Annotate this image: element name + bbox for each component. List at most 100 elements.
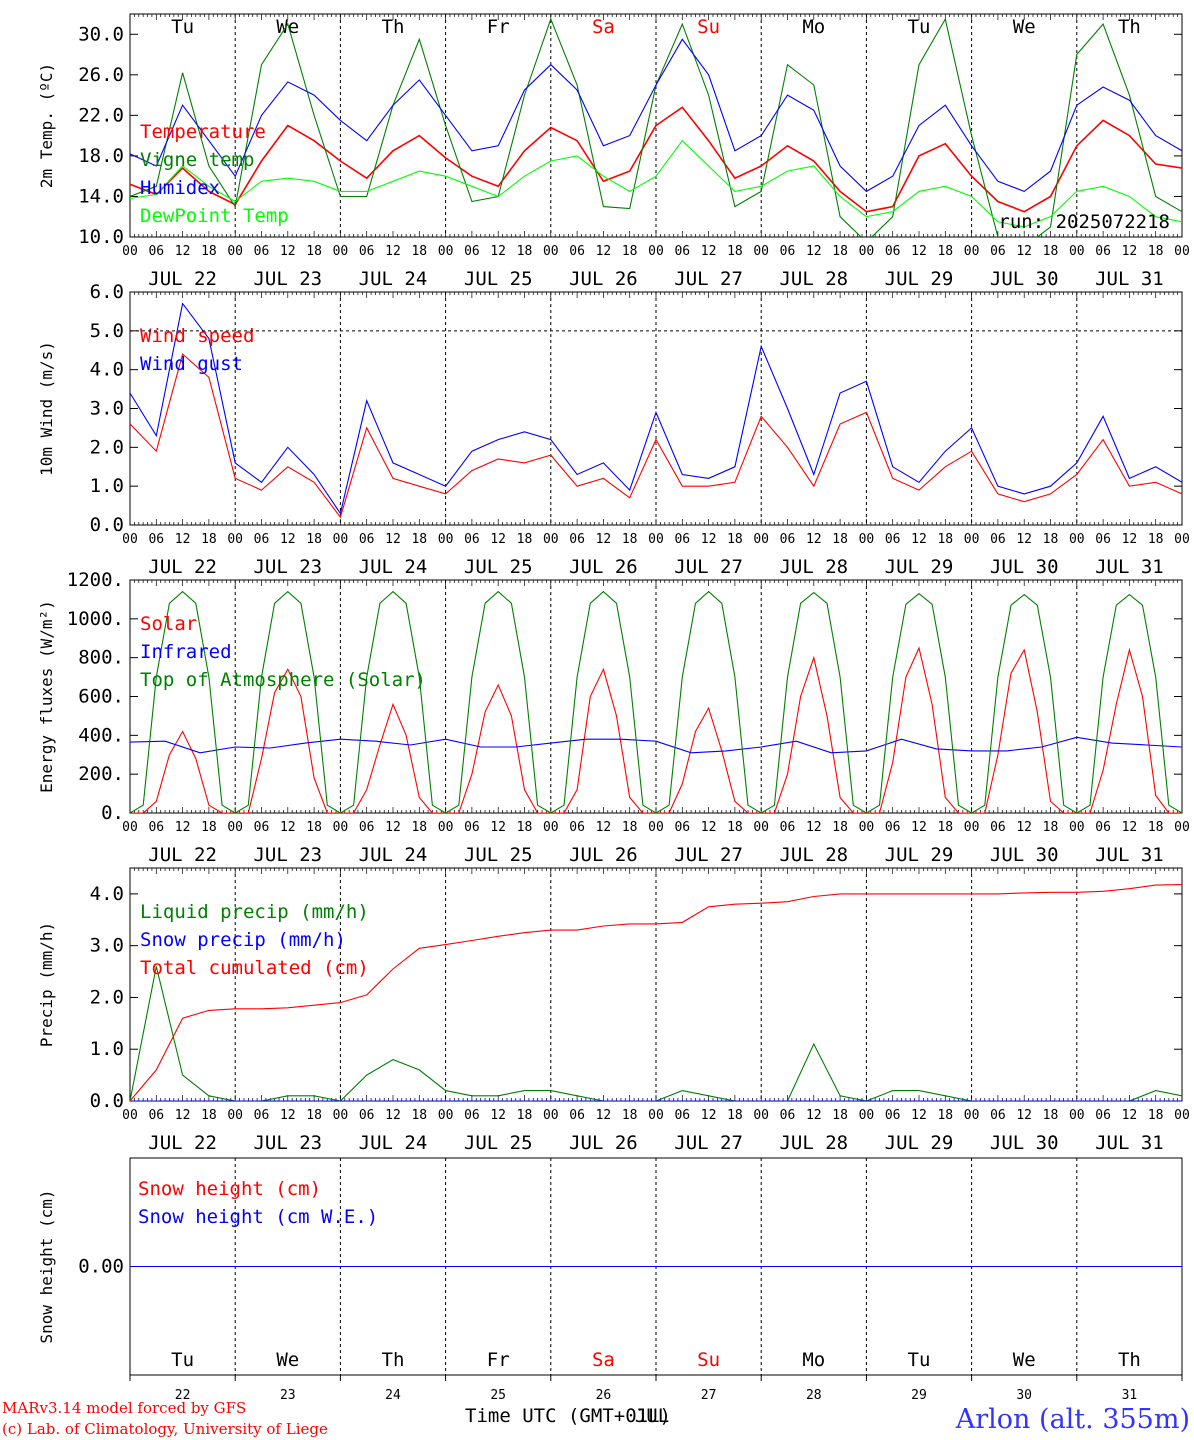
x-hour-tick-label: 00 [543, 244, 559, 259]
x-hour-tick-label: 00 [333, 532, 349, 547]
series-line [130, 966, 1182, 1101]
x-hour-tick-label: 12 [280, 1108, 296, 1123]
series-group [130, 302, 1182, 519]
x-date-label: JUL 27 [674, 268, 743, 290]
x-hour-tick-label: 06 [254, 820, 270, 835]
series-line [130, 106, 1182, 213]
y-axis-label: 2m Temp. (ºC) [37, 63, 56, 188]
series-line [130, 884, 1182, 1101]
series-line [130, 353, 1182, 519]
x-day-number: 31 [1122, 1388, 1138, 1403]
x-hour-tick-label: 06 [569, 820, 585, 835]
x-date-label: JUL 29 [885, 844, 954, 866]
x-hour-tick-label: 12 [280, 532, 296, 547]
x-hour-tick-label: 06 [1095, 820, 1111, 835]
x-hour-tick-label: 18 [1148, 532, 1164, 547]
x-hour-tick-label: 06 [148, 820, 164, 835]
x-hour-tick-label: 12 [1122, 244, 1138, 259]
x-hour-tick-label: 00 [122, 532, 138, 547]
x-date-label: JUL 23 [253, 1132, 322, 1154]
y-tick-label: 1.0 [90, 475, 124, 497]
x-hour-tick-label: 00 [859, 244, 875, 259]
x-hour-tick-label: 00 [964, 820, 980, 835]
weekday-label: Fr [487, 1349, 510, 1371]
x-hour-tick-label: 18 [727, 820, 743, 835]
legend-entry: Wind gust [140, 353, 243, 375]
x-hour-tick-label: 06 [359, 532, 375, 547]
x-hour-tick-label: 18 [1148, 820, 1164, 835]
x-date-label: JUL 26 [569, 556, 638, 578]
y-axis-label: 10m Wind (m/s) [37, 341, 56, 476]
x-hour-tick-label: 12 [806, 1108, 822, 1123]
x-hour-tick-label: 00 [543, 820, 559, 835]
x-hour-tick-label: 00 [648, 244, 664, 259]
run-annotation: run: 2025072218 [998, 211, 1170, 233]
legend-entry: Humidex [140, 177, 220, 199]
x-hour-tick-label: 00 [333, 820, 349, 835]
y-tick-label: 800. [78, 647, 124, 669]
x-hour-tick-label: 06 [885, 1108, 901, 1123]
x-hour-tick-label: 12 [385, 244, 401, 259]
x-date-label: JUL 27 [674, 556, 743, 578]
x-hour-tick-label: 12 [806, 244, 822, 259]
x-axis-title: Time UTC (GMT+01L) [465, 1405, 671, 1427]
weekday-label: We [1013, 1349, 1036, 1371]
x-day-number: 23 [280, 1388, 296, 1403]
x-hour-tick-label: 00 [543, 1108, 559, 1123]
x-day-number: 29 [911, 1388, 927, 1403]
x-hour-tick-label: 12 [701, 532, 717, 547]
series-group [130, 17, 1182, 237]
x-axis-title-overlay: JUL [635, 1405, 669, 1427]
x-date-label: JUL 28 [779, 1132, 848, 1154]
x-hour-tick-label: 00 [648, 1108, 664, 1123]
x-hour-tick-label: 00 [964, 244, 980, 259]
x-date-label: JUL 27 [674, 844, 743, 866]
y-tick-label: 600. [78, 686, 124, 708]
x-hour-tick-label: 12 [701, 244, 717, 259]
x-hour-tick-label: 18 [411, 532, 427, 547]
weekday-label: Th [382, 16, 405, 38]
x-hour-tick-label: 06 [569, 1108, 585, 1123]
x-hour-tick-label: 00 [1174, 1108, 1190, 1123]
panel-1: 00 06 12 18 00 06 12 18 00 06 12 18 00 06 12 18 00 06 12 18… [37, 13, 1190, 290]
x-date-label: JUL 23 [253, 556, 322, 578]
x-hour-tick-label: 12 [175, 244, 191, 259]
x-hour-tick-label: 12 [911, 532, 927, 547]
x-hour-tick-label: 06 [148, 532, 164, 547]
x-hour-tick-label: 18 [306, 532, 322, 547]
x-hour-tick-label: 18 [1148, 244, 1164, 259]
x-hour-tick-label: 18 [937, 820, 953, 835]
x-day-number: 30 [1016, 1388, 1032, 1403]
x-hour-tick-label: 06 [148, 1108, 164, 1123]
station-name: Arlon (alt. 355m) [955, 1404, 1190, 1435]
x-date-label: JUL 30 [990, 268, 1059, 290]
x-hour-tick-label: 18 [201, 1108, 217, 1123]
x-hour-tick-label: 12 [385, 820, 401, 835]
x-hour-tick-label: 00 [227, 244, 243, 259]
x-hour-tick-label: 00 [964, 1108, 980, 1123]
x-date-label: JUL 26 [569, 844, 638, 866]
x-hour-tick-label: 00 [1069, 532, 1085, 547]
x-hour-tick-label: 12 [1016, 820, 1032, 835]
x-hour-tick-label: 12 [911, 1108, 927, 1123]
x-hour-tick-label: 06 [990, 532, 1006, 547]
x-hour-tick-label: 06 [780, 532, 796, 547]
x-hour-tick-label: 06 [990, 1108, 1006, 1123]
x-date-label: JUL 22 [148, 556, 217, 578]
x-hour-tick-label: 12 [1122, 1108, 1138, 1123]
x-hour-tick-label: 06 [569, 244, 585, 259]
y-tick-label: 200. [78, 763, 124, 785]
x-hour-tick-label: 06 [1095, 1108, 1111, 1123]
x-hour-tick-label: 12 [596, 820, 612, 835]
x-hour-tick-label: 06 [254, 244, 270, 259]
x-hour-tick-label: 18 [622, 820, 638, 835]
x-hour-tick-label: 00 [438, 244, 454, 259]
y-tick-label: 4.0 [90, 359, 124, 381]
legend-entry: Solar [140, 613, 197, 635]
series-line [130, 139, 1182, 228]
x-hour-tick-label: 12 [280, 244, 296, 259]
x-hour-tick-label: 12 [596, 532, 612, 547]
x-hour-tick-label: 18 [622, 532, 638, 547]
x-hour-tick-label: 12 [806, 532, 822, 547]
